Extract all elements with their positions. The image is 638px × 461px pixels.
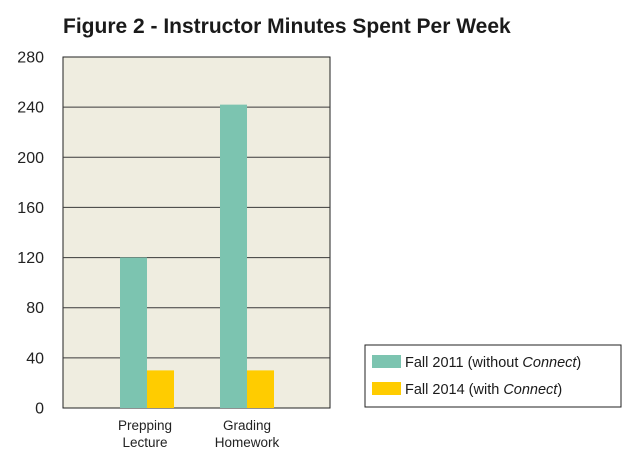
legend: Fall 2011 (without Connect)Fall 2014 (wi… — [364, 344, 622, 408]
y-tick-label: 40 — [26, 350, 44, 367]
y-tick-label: 240 — [17, 100, 44, 117]
y-tick-label: 80 — [26, 300, 44, 317]
legend-label-part: ) — [576, 355, 581, 371]
bar-fall-2011-prepping-lecture — [120, 257, 147, 408]
y-tick-label: 120 — [17, 250, 44, 267]
bar-fall-2014-prepping-lecture — [147, 370, 174, 408]
x-category-label: Homework — [215, 435, 280, 450]
y-tick-label: 200 — [17, 150, 44, 167]
legend-label-part: ) — [557, 382, 562, 398]
bar-fall-2011-grading-homework — [220, 104, 247, 408]
x-axis-labels: Prepping Lecture Grading Homework — [118, 418, 280, 450]
chart-title: Figure 2 - Instructor Minutes Spent Per … — [63, 15, 511, 38]
legend-box — [364, 344, 622, 408]
legend-swatch — [372, 382, 401, 395]
legend-label-part: Connect — [503, 382, 558, 398]
gridlines — [63, 106, 330, 359]
x-category-label: Prepping — [118, 418, 172, 433]
legend-label-part: Fall 2011 (without — [405, 355, 522, 371]
bars — [120, 104, 274, 408]
legend-swatch — [372, 355, 401, 368]
legend-label: Fall 2011 (without Connect) — [405, 355, 581, 371]
legend-label: Fall 2014 (with Connect) — [405, 382, 562, 398]
y-tick-label: 280 — [17, 50, 44, 67]
x-category-label: Grading — [223, 418, 271, 433]
plot-area — [62, 56, 331, 409]
y-tick-label: 0 — [35, 401, 44, 418]
y-axis-ticks: 0 40 80 120 160 200 240 280 — [17, 50, 44, 418]
y-tick-label: 160 — [17, 200, 44, 217]
x-category-label: Lecture — [122, 435, 167, 450]
legend-label-part: Fall 2014 (with — [405, 382, 503, 398]
legend-label-part: Connect — [522, 355, 577, 371]
bar-fall-2014-grading-homework — [247, 370, 274, 408]
